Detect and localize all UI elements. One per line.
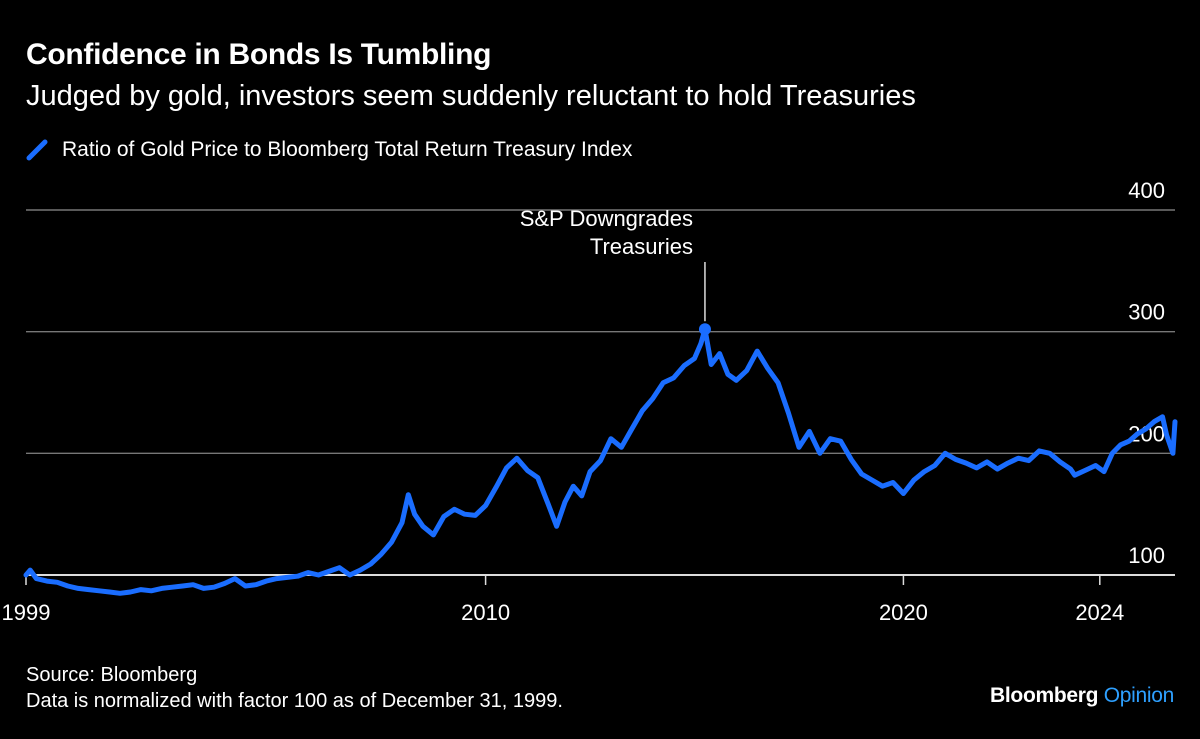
x-tick-label-1999: 1999	[2, 600, 51, 625]
legend-series-label: Ratio of Gold Price to Bloomberg Total R…	[62, 138, 633, 161]
chart-title: Confidence in Bonds Is Tumbling	[26, 38, 492, 71]
legend-line-swatch	[26, 139, 48, 161]
chart-footer: Source: Bloomberg Data is normalized wit…	[26, 662, 563, 714]
y-tick-label-400: 400	[1128, 178, 1165, 203]
annotation-label: S&P Downgrades Treasuries	[520, 206, 693, 259]
y-tick-label-100: 100	[1128, 543, 1165, 568]
annotation-marker	[698, 323, 711, 336]
y-tick-label-300: 300	[1128, 300, 1165, 325]
brand-suffix: Opinion	[1103, 684, 1175, 707]
brand-name: Bloomberg	[990, 684, 1099, 707]
chart-subtitle: Judged by gold, investors seem suddenly …	[26, 80, 916, 112]
x-tick-label-2010: 2010	[461, 600, 510, 625]
x-tick-label-2020: 2020	[879, 600, 928, 625]
source-note: Source: Bloomberg	[26, 664, 198, 686]
series-line-0	[23, 326, 1178, 596]
normalization-note: Data is normalized with factor 100 as of…	[26, 690, 563, 712]
brand-logo: Bloomberg Opinion	[990, 684, 1174, 708]
x-tick-label-2024: 2024	[1075, 600, 1124, 625]
chart-legend: Ratio of Gold Price to Bloomberg Total R…	[26, 138, 632, 162]
